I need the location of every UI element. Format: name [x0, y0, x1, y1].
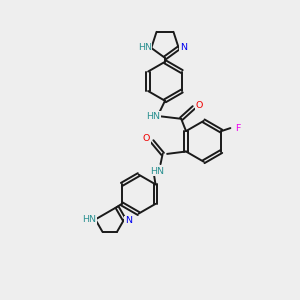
Text: HN: HN	[82, 215, 96, 224]
Text: F: F	[235, 124, 241, 133]
Text: HN: HN	[147, 112, 160, 121]
Text: N: N	[125, 217, 132, 226]
Text: N: N	[180, 44, 187, 52]
Text: HN: HN	[138, 44, 152, 52]
Text: O: O	[196, 101, 203, 110]
Text: O: O	[142, 134, 150, 143]
Text: HN: HN	[151, 167, 164, 176]
